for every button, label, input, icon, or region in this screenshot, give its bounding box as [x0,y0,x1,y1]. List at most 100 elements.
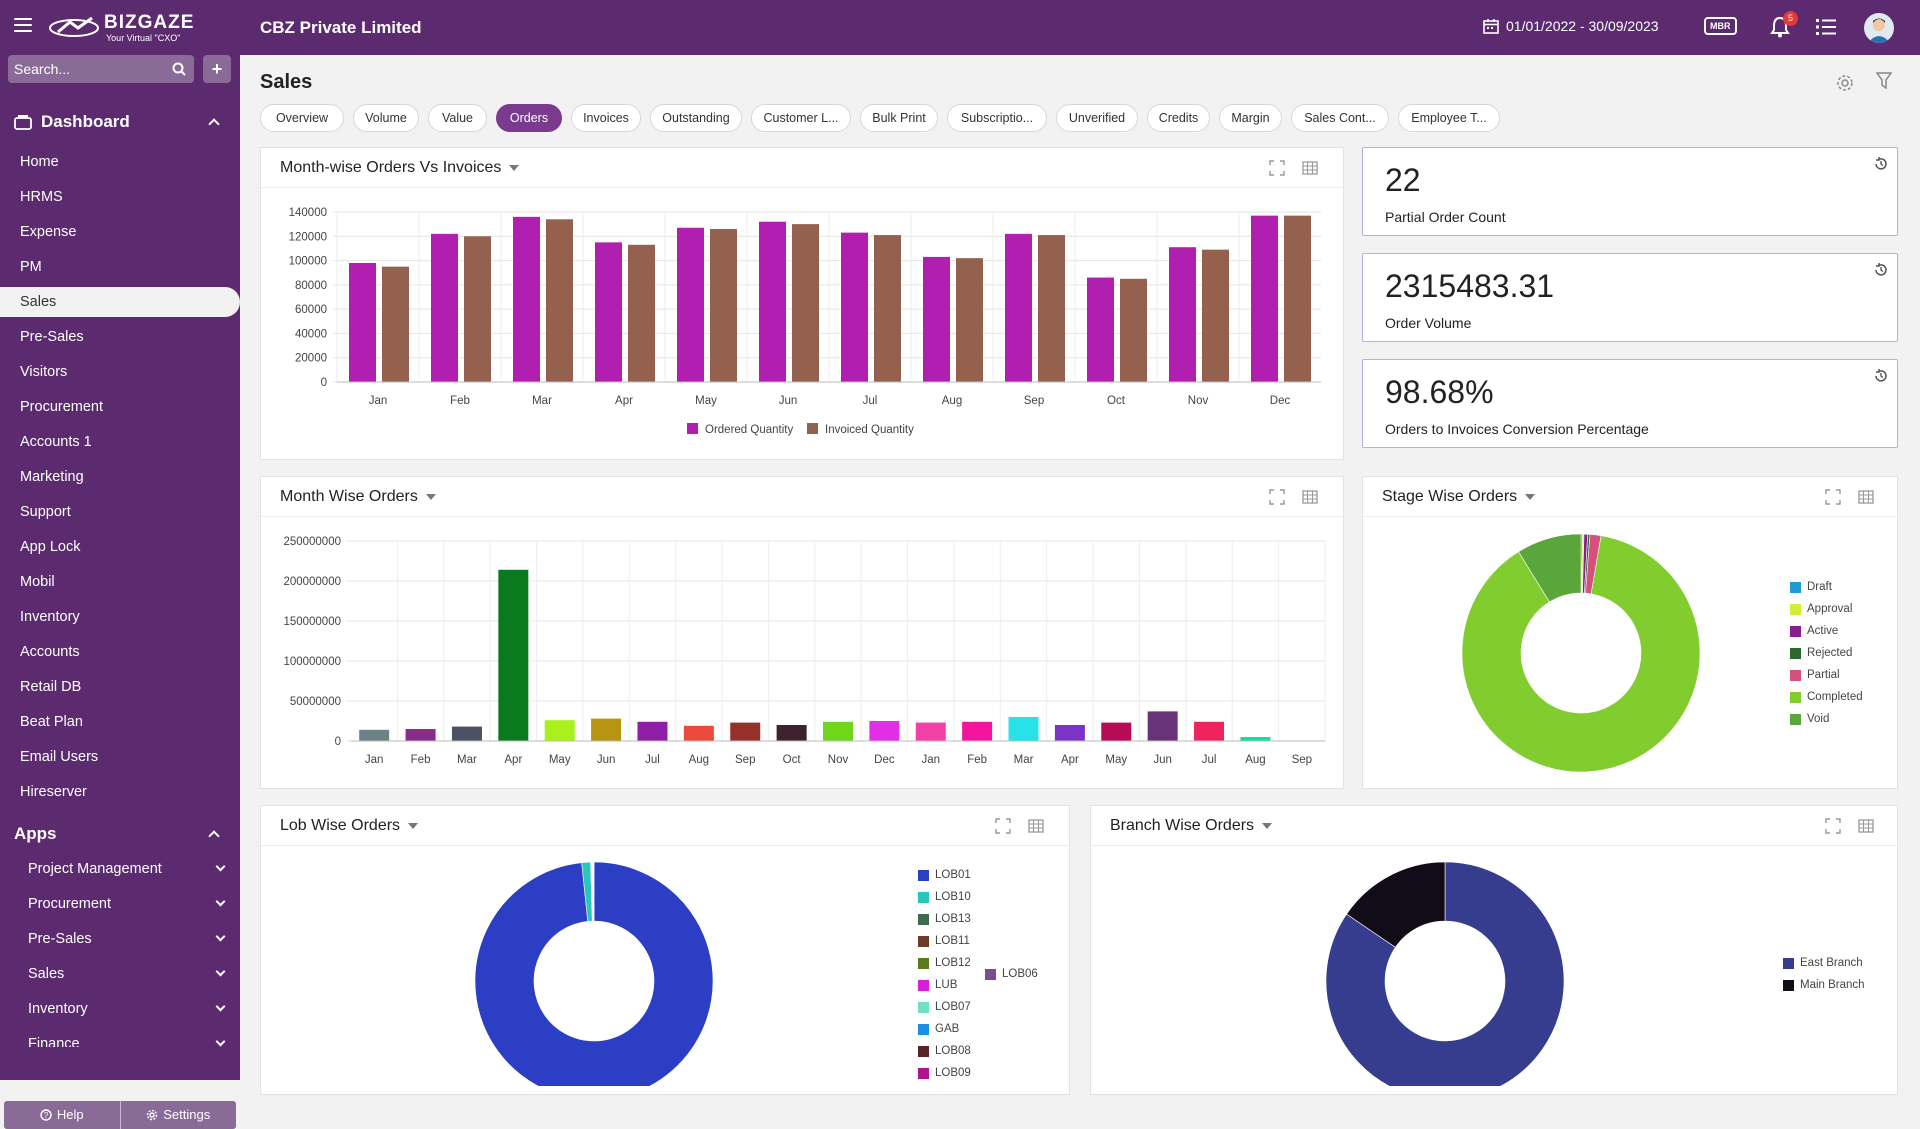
apps-item-procurement[interactable]: Procurement [0,889,240,919]
bar-jun-5[interactable] [591,719,621,741]
table-view-icon[interactable] [1858,489,1874,505]
bar-ordered-quantity-jul[interactable] [841,233,868,382]
refresh-timer-icon[interactable] [1873,262,1889,278]
apps-item-inventory[interactable]: Inventory [0,994,240,1024]
bar-ordered-quantity-nov[interactable] [1169,247,1196,382]
card-title-dropdown[interactable]: Branch Wise Orders [1110,817,1272,835]
bar-jan-0[interactable] [359,730,389,741]
mbr-button[interactable]: MBR [1704,17,1737,35]
card-title-dropdown[interactable]: Month Wise Orders [280,488,436,506]
tab-customer-l[interactable]: Customer L... [751,104,851,132]
bar-feb-1[interactable] [406,729,436,741]
bar-invoiced-quantity-sep[interactable] [1038,235,1065,382]
legend-item-lob12[interactable]: LOB12 [918,952,971,974]
apps-item-project-management[interactable]: Project Management [0,854,240,884]
sidebar-item-support[interactable]: Support [0,497,240,527]
bar-ordered-quantity-jan[interactable] [349,263,376,382]
bar-nov-10[interactable] [823,722,853,741]
legend-item-east-branch[interactable]: East Branch [1783,952,1865,974]
legend-item-main-branch[interactable]: Main Branch [1783,974,1865,996]
bar-apr-3[interactable] [498,570,528,741]
bar-aug-19[interactable] [1240,737,1270,741]
expand-icon[interactable] [1825,818,1841,834]
tab-subscriptio[interactable]: Subscriptio... [947,104,1047,132]
legend-item-lob11[interactable]: LOB11 [918,930,971,952]
bar-ordered-quantity-jun[interactable] [759,222,786,382]
tab-volume[interactable]: Volume [353,104,419,132]
bar-dec-11[interactable] [869,721,899,741]
apps-item-pre-sales[interactable]: Pre-Sales [0,924,240,954]
bar-invoiced-quantity-feb[interactable] [464,236,491,382]
tab-employee-t[interactable]: Employee T... [1398,104,1500,132]
bar-invoiced-quantity-oct[interactable] [1120,279,1147,382]
apps-item-finance[interactable]: Finance [0,1029,240,1047]
expand-icon[interactable] [1825,489,1841,505]
bar-invoiced-quantity-may[interactable] [710,229,737,382]
bar-invoiced-quantity-apr[interactable] [628,245,655,382]
sidebar-item-home[interactable]: Home [0,147,240,177]
bar-ordered-quantity-aug[interactable] [923,257,950,382]
company-name[interactable]: CBZ Private Limited [260,18,422,38]
legend-item-completed[interactable]: Completed [1790,686,1863,708]
sidebar-item-inventory[interactable]: Inventory [0,602,240,632]
legend-item-lob06[interactable]: LOB06 [985,963,1038,985]
sidebar-item-pre-sales[interactable]: Pre-Sales [0,322,240,352]
bar-invoiced-quantity-jul[interactable] [874,235,901,382]
card-title-dropdown[interactable]: Lob Wise Orders [280,817,418,835]
bar-invoiced-quantity-dec[interactable] [1284,216,1311,382]
sidebar-item-pm[interactable]: PM [0,252,240,282]
legend-item-approval[interactable]: Approval [1790,598,1863,620]
bar-aug-7[interactable] [684,726,714,741]
bar-ordered-quantity-mar[interactable] [513,217,540,382]
bar-sep-8[interactable] [730,723,760,741]
card-title-dropdown[interactable]: Month-wise Orders Vs Invoices [280,159,519,177]
bar-mar-14[interactable] [1009,717,1039,741]
tab-credits[interactable]: Credits [1147,104,1210,132]
tab-invoices[interactable]: Invoices [571,104,641,132]
legend-item-draft[interactable]: Draft [1790,576,1863,598]
legend-item-lob08[interactable]: LOB08 [918,1040,971,1062]
tab-margin[interactable]: Margin [1219,104,1282,132]
table-view-icon[interactable] [1302,489,1318,505]
bar-ordered-quantity-apr[interactable] [595,242,622,382]
tab-outstanding[interactable]: Outstanding [650,104,742,132]
filter-icon[interactable] [1876,72,1892,90]
bar-ordered-quantity-oct[interactable] [1087,278,1114,382]
sidebar-item-mobil[interactable]: Mobil [0,567,240,597]
legend-item-lob09[interactable]: LOB09 [918,1062,971,1084]
bar-ordered-quantity-feb[interactable] [431,234,458,382]
table-view-icon[interactable] [1858,818,1874,834]
settings-button[interactable]: Settings [121,1101,237,1129]
bar-may-4[interactable] [545,720,575,741]
bar-jul-6[interactable] [637,722,667,741]
bar-invoiced-quantity-aug[interactable] [956,258,983,382]
sidebar-item-beat-plan[interactable]: Beat Plan [0,707,240,737]
bar-oct-9[interactable] [777,725,807,741]
table-view-icon[interactable] [1028,818,1044,834]
legend-item-lob10[interactable]: LOB10 [918,886,971,908]
date-range-picker[interactable]: 01/01/2022 - 30/09/2023 [1483,18,1659,34]
bar-invoiced-quantity-mar[interactable] [546,219,573,382]
sidebar-item-app-lock[interactable]: App Lock [0,532,240,562]
sidebar-item-visitors[interactable]: Visitors [0,357,240,387]
user-avatar[interactable] [1864,13,1894,43]
tab-value[interactable]: Value [428,104,487,132]
card-title-dropdown[interactable]: Stage Wise Orders [1382,488,1535,506]
tab-bulk-print[interactable]: Bulk Print [860,104,938,132]
bar-ordered-quantity-dec[interactable] [1251,216,1278,382]
legend-item-rejected[interactable]: Rejected [1790,642,1863,664]
bar-may-16[interactable] [1101,723,1131,741]
legend-item-lob01[interactable]: LOB01 [918,864,971,886]
legend-item-partial[interactable]: Partial [1790,664,1863,686]
list-view-icon[interactable] [1816,18,1836,36]
refresh-timer-icon[interactable] [1873,368,1889,384]
legend-item-lub[interactable]: LUB [918,974,971,996]
gear-icon[interactable] [1836,74,1854,92]
help-button[interactable]: ? Help [4,1101,121,1129]
bar-invoiced-quantity-jan[interactable] [382,267,409,382]
sidebar-item-sales[interactable]: Sales [0,287,240,317]
sidebar-item-email-users[interactable]: Email Users [0,742,240,772]
legend-item-gab[interactable]: GAB [918,1018,971,1040]
refresh-timer-icon[interactable] [1873,156,1889,172]
apps-section-header[interactable]: Apps [14,824,234,844]
